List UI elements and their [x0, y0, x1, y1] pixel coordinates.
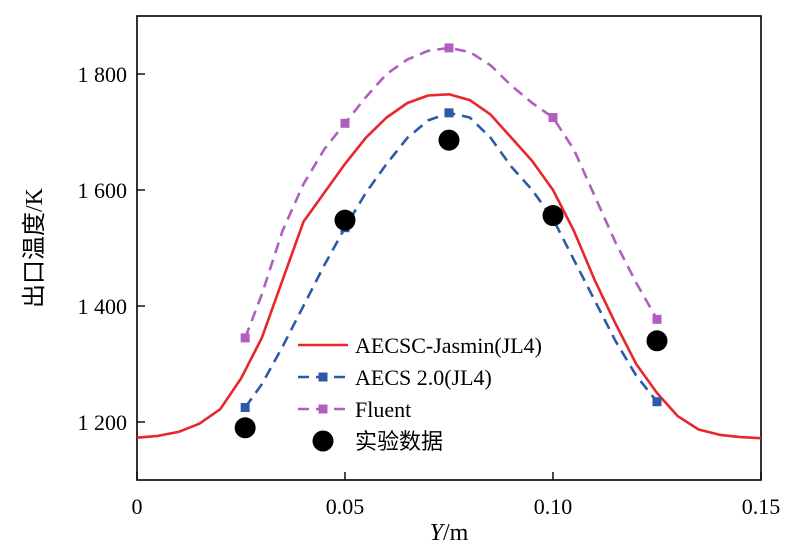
y-axis-title: 出口温度/K	[21, 187, 48, 308]
data-point	[240, 403, 250, 412]
series-line	[244, 111, 659, 409]
legend-item: AECS 2.0(JL4)	[298, 365, 492, 390]
series-line	[136, 93, 762, 440]
data-point	[340, 118, 350, 128]
x-tick-label: 0.15	[742, 494, 781, 519]
legend-label: AECSC-Jasmin(JL4)	[355, 333, 542, 358]
y-tick-label: 1 600	[78, 178, 128, 203]
data-point	[438, 129, 460, 151]
series-layer	[136, 43, 762, 440]
legend-item: AECSC-Jasmin(JL4)	[298, 333, 542, 358]
data-point	[334, 209, 356, 231]
legend-item: 实验数据	[312, 429, 443, 454]
data-point	[652, 314, 662, 324]
series-dashed	[240, 43, 662, 343]
data-point	[444, 43, 454, 53]
legend-marker	[312, 430, 334, 452]
y-tick-label: 1 400	[78, 294, 128, 319]
x-tick-label: 0.10	[534, 494, 573, 519]
legend: AECSC-Jasmin(JL4) AECS 2.0(JL4) Fluent 实验数据	[298, 333, 542, 454]
legend-marker	[318, 372, 328, 382]
series-line	[243, 46, 659, 339]
ticks: 0 0.05 0.10 0.15 1 200 1 400 1 600 1 800	[78, 62, 781, 519]
y-tick-label: 1 200	[78, 410, 128, 435]
legend-label: 实验数据	[355, 429, 443, 454]
data-point	[444, 108, 454, 118]
plot-frame	[136, 15, 762, 481]
data-point	[646, 330, 668, 352]
data-point	[234, 417, 256, 439]
data-point	[652, 397, 662, 407]
series-solid	[136, 93, 762, 440]
series-experiment	[234, 129, 668, 439]
x-tick-label: 0.05	[326, 494, 365, 519]
legend-label: AECS 2.0(JL4)	[355, 365, 492, 390]
legend-label: Fluent	[355, 397, 411, 422]
data-point	[542, 205, 564, 227]
data-point	[240, 333, 250, 343]
x-tick-label: 0	[132, 494, 143, 519]
legend-item: Fluent	[298, 397, 411, 422]
legend-marker	[318, 404, 328, 414]
x-axis-title: Y/m	[430, 520, 469, 546]
data-point	[548, 113, 558, 122]
y-tick-label: 1 800	[78, 62, 128, 87]
